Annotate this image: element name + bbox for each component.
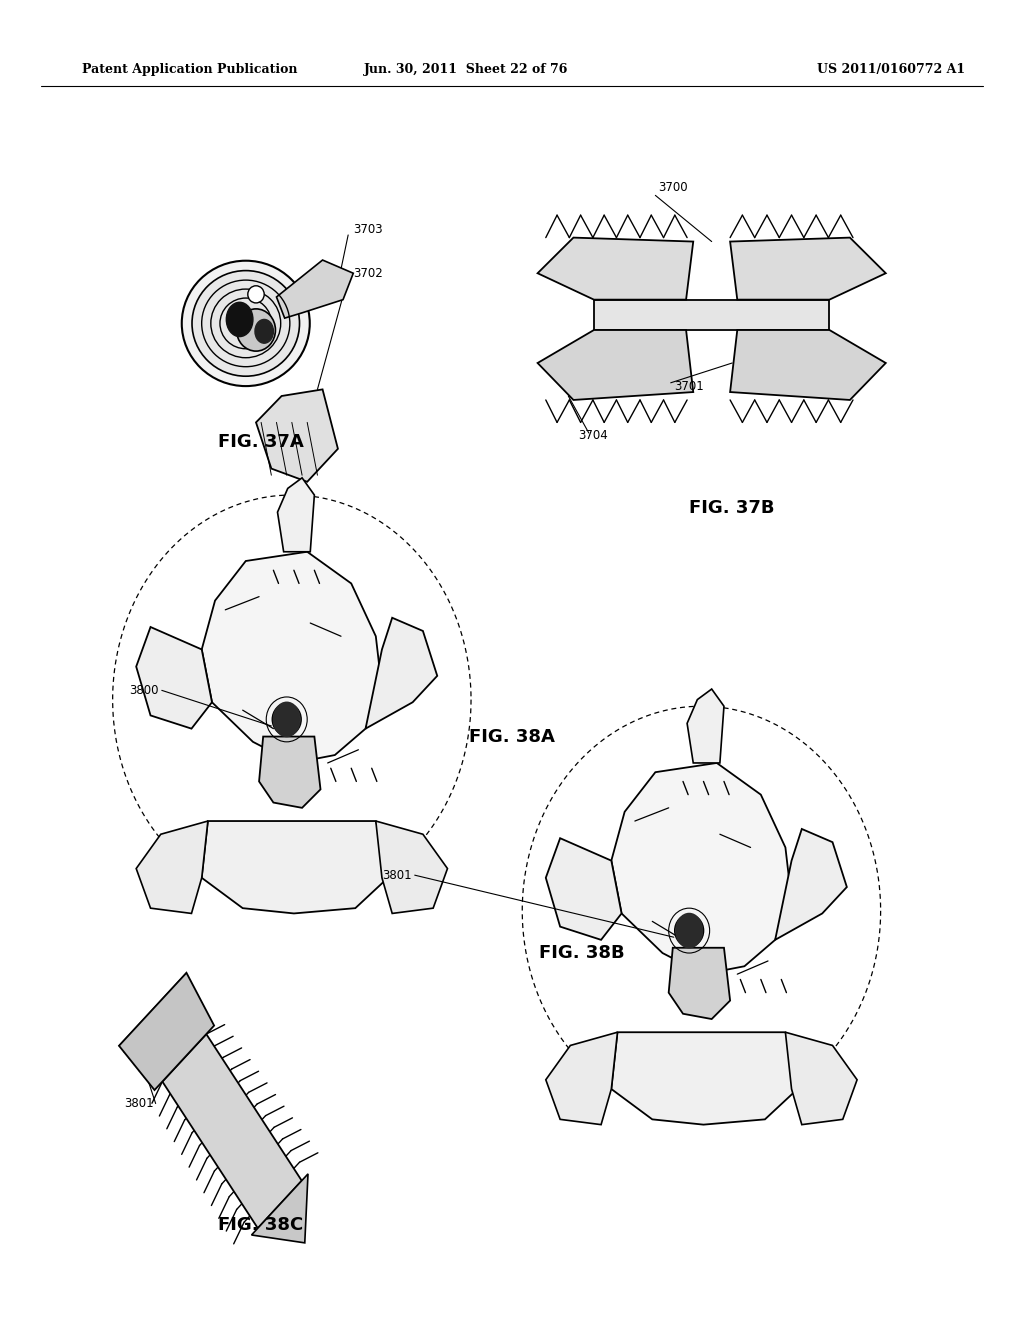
Text: US 2011/0160772 A1: US 2011/0160772 A1 [817,63,965,77]
Circle shape [676,913,702,948]
Circle shape [226,302,253,337]
Ellipse shape [182,261,309,385]
Circle shape [273,702,300,737]
Polygon shape [785,1032,857,1125]
Polygon shape [538,238,693,300]
Text: Jun. 30, 2011  Sheet 22 of 76: Jun. 30, 2011 Sheet 22 of 76 [364,63,568,77]
Polygon shape [730,330,886,400]
Ellipse shape [248,286,264,302]
Text: FIG. 38A: FIG. 38A [469,727,555,746]
Polygon shape [163,1034,302,1228]
Polygon shape [611,763,792,974]
Polygon shape [259,737,321,808]
Text: FIG. 37A: FIG. 37A [218,433,304,451]
Polygon shape [276,260,353,318]
Polygon shape [136,627,212,729]
Ellipse shape [193,271,299,376]
Polygon shape [538,330,693,400]
Polygon shape [202,821,392,913]
Text: FIG. 38C: FIG. 38C [218,1216,304,1234]
Polygon shape [546,1032,617,1125]
Polygon shape [376,821,447,913]
Text: Patent Application Publication: Patent Application Publication [82,63,297,77]
Text: FIG. 37B: FIG. 37B [689,499,775,517]
Polygon shape [366,618,437,729]
Text: 3704: 3704 [579,429,608,442]
Text: 3701: 3701 [674,380,703,393]
Polygon shape [594,300,829,330]
Ellipse shape [237,309,275,351]
Polygon shape [730,238,886,300]
Circle shape [255,319,273,343]
Polygon shape [687,689,724,763]
Text: 3800: 3800 [129,684,159,697]
Polygon shape [669,948,730,1019]
Polygon shape [611,1032,802,1125]
Polygon shape [119,973,214,1090]
Text: 3801: 3801 [382,869,412,882]
Polygon shape [252,1173,308,1243]
Text: 3700: 3700 [658,181,688,194]
Polygon shape [202,552,382,763]
Polygon shape [256,389,338,482]
Polygon shape [278,478,314,552]
Text: FIG. 38B: FIG. 38B [539,944,625,962]
Text: 3702: 3702 [353,267,383,280]
Text: 3801: 3801 [124,1097,154,1110]
Polygon shape [546,838,622,940]
Polygon shape [136,821,208,913]
Polygon shape [775,829,847,940]
Text: 3703: 3703 [353,223,383,236]
